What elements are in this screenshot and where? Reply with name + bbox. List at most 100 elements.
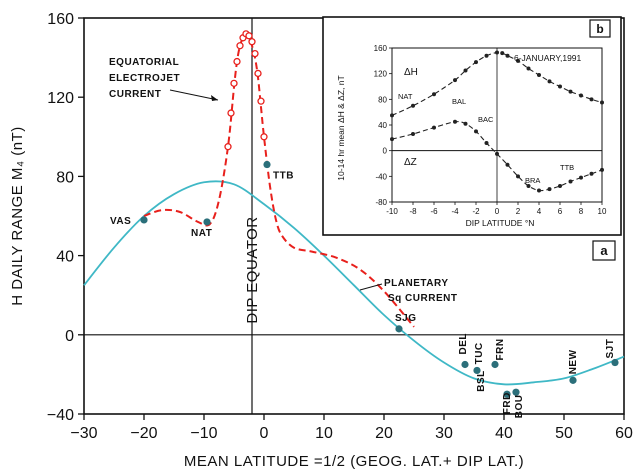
inset-data-point <box>589 171 594 176</box>
inset-y-axis-label: 10-14 hr mean ΔH & ΔZ, nT <box>336 75 346 180</box>
electrojet-data-point <box>257 97 265 105</box>
station-label: SJG <box>395 313 417 324</box>
station-point <box>491 360 499 369</box>
station-label: NAT <box>191 228 212 239</box>
inset-y-tick-label: -40 <box>375 172 387 181</box>
inset-x-tick-label: 6 <box>558 207 563 216</box>
inset-data-point <box>463 121 468 126</box>
inset-x-tick-label: -4 <box>451 207 459 216</box>
annotation-sq-current: Sq CURRENT <box>388 293 457 304</box>
inset-data-point <box>453 78 457 83</box>
panel-b-box <box>589 19 611 38</box>
inset-data-point <box>474 129 478 134</box>
planetary-arrow <box>359 283 383 291</box>
inset-data-point <box>579 93 583 98</box>
inset-data-point <box>568 89 573 94</box>
main-x-axis-label: MEAN LATITUDE =1/2 (GEOG. LAT.+ DIP LAT.… <box>184 453 524 470</box>
inset-data-point <box>589 97 594 102</box>
station-point <box>203 218 211 226</box>
inset-data-point <box>411 103 415 108</box>
y-tick-label: 160 <box>47 11 74 28</box>
inset-data-point <box>432 125 436 130</box>
inset-data-point <box>484 140 489 145</box>
station-label: TTB <box>273 171 294 182</box>
inset-annotation-ttb: TTB <box>560 163 574 172</box>
inset-data-point <box>537 72 541 77</box>
inset-x-tick-label: -8 <box>409 207 417 216</box>
inset-annotation-bra: BRA <box>525 176 540 185</box>
inset-data-point <box>516 174 520 179</box>
inset-x-tick-label: -2 <box>472 207 480 216</box>
inset-data-point <box>495 151 499 156</box>
station-label: BOU <box>514 394 525 418</box>
station-point <box>140 216 148 224</box>
inset-title: 6-JANUARY,1991 <box>514 53 582 63</box>
electrojet-data-point <box>260 133 268 141</box>
station-point <box>503 390 511 398</box>
annotation-bsl: BSL <box>476 370 487 392</box>
inset-data-point <box>547 79 552 84</box>
inset-data-point <box>495 50 499 55</box>
inset-x-axis-label: DIP LATITUDE °N <box>466 218 535 228</box>
electrojet-data-point <box>251 49 259 58</box>
inset-data-point <box>547 187 552 192</box>
x-tick-label: −20 <box>130 425 157 442</box>
electrojet-data-point <box>230 79 238 87</box>
inset-annotation-bac: BAC <box>478 115 494 124</box>
station-label: NEW <box>568 349 579 374</box>
station-label: SJT <box>605 339 616 359</box>
inset-y-tick-label: 0 <box>383 147 388 156</box>
inset-x-tick-label: 8 <box>579 207 584 216</box>
inset-data-point <box>600 100 604 105</box>
panel-a-label: a <box>600 243 608 258</box>
inset-data-point <box>390 137 394 142</box>
inset-data-point <box>453 119 457 124</box>
electrojet-arrowhead <box>211 95 218 101</box>
station-label: DEL <box>458 333 469 355</box>
inset-x-tick-label: 4 <box>537 207 542 216</box>
x-tick-label: 10 <box>315 425 333 442</box>
station-point <box>611 358 619 367</box>
electrojet-data-point <box>245 32 253 40</box>
inset-x-tick-label: -10 <box>386 207 398 216</box>
x-tick-label: 30 <box>435 425 453 442</box>
inset-data-point <box>537 188 541 193</box>
electrojet-data-point <box>233 57 241 66</box>
x-tick-label: 20 <box>375 425 393 442</box>
inset-y-tick-label: 80 <box>378 95 387 104</box>
station-point <box>473 366 481 375</box>
inset-data-point <box>558 84 562 89</box>
annotation-electrojet: ELECTROJET <box>109 73 180 84</box>
station-label: FRD <box>502 392 513 414</box>
station-label: VAS <box>110 216 131 227</box>
inset-data-point <box>500 51 505 56</box>
inset-annotation-dz: ΔZ <box>404 157 417 168</box>
inset-data-point <box>474 60 478 65</box>
y-tick-label: 80 <box>56 169 74 186</box>
inset-chart: -10 -8 -6 -4 -2 0 2 4 6 8 10 -80 -40 0 40 80 120 160 10-1… <box>322 16 622 236</box>
panel-a-box <box>592 240 616 261</box>
station-point <box>569 376 577 384</box>
inset-data-point <box>390 113 394 118</box>
inset-x-tick-label: 2 <box>516 207 521 216</box>
inset-data-point <box>526 66 531 71</box>
x-tick-label: 40 <box>495 425 513 442</box>
inset-data-point <box>505 53 510 58</box>
inset-data-point <box>411 131 415 136</box>
inset-y-tick-label: 40 <box>378 121 387 130</box>
station-point <box>461 360 469 369</box>
electrojet-arrow <box>169 89 219 101</box>
inset-y-tick-label: -80 <box>375 198 387 207</box>
inset-data-point <box>463 68 468 73</box>
inset-x-tick-label: 10 <box>598 207 607 216</box>
annotation-planetary: PLANETARY <box>384 278 449 289</box>
y-tick-label: 0 <box>65 328 74 345</box>
inset-data-point <box>516 58 520 63</box>
inset-data-point <box>432 92 436 97</box>
electrojet-data-point <box>254 69 262 78</box>
inset-panel-frame <box>322 16 622 236</box>
x-tick-label: 0 <box>260 425 269 442</box>
annotation-current: CURRENT <box>109 89 161 100</box>
inset-y-tick-label: 160 <box>374 44 388 53</box>
